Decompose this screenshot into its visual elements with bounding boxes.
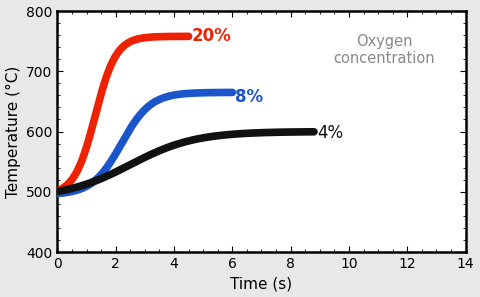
- Text: Oxygen
concentration: Oxygen concentration: [333, 34, 435, 66]
- Y-axis label: Temperature (°C): Temperature (°C): [6, 65, 21, 198]
- Text: 20%: 20%: [192, 27, 231, 45]
- X-axis label: Time (s): Time (s): [230, 277, 292, 291]
- Text: 4%: 4%: [317, 124, 343, 142]
- Text: 8%: 8%: [235, 88, 264, 106]
